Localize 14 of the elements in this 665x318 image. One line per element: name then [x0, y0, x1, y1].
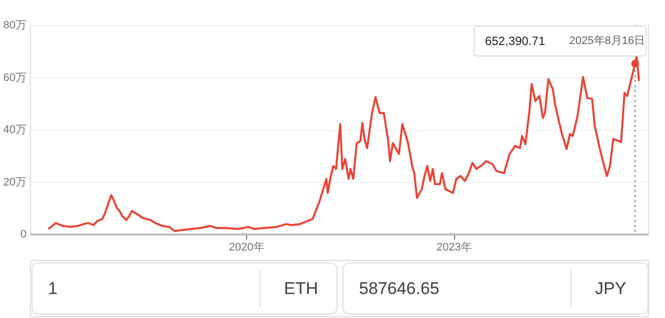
y-tick-label: 60万 [3, 72, 26, 84]
text: 587646.65 [359, 279, 440, 298]
annotation: 652,390.71 [485, 34, 546, 48]
y-tick-label: 0 [20, 228, 26, 240]
annotation: 2025年8月16日 [569, 35, 646, 47]
y-tick-label: 80万 [3, 20, 26, 32]
y-tick-label: 40万 [3, 124, 26, 136]
x-tick-label: 2023年 [436, 242, 472, 254]
text: ETH [284, 279, 318, 298]
text: 1 [48, 279, 58, 298]
line-series [47, 55, 640, 232]
x-tick-label: 2020年 [228, 242, 264, 254]
text: JPY [595, 279, 626, 298]
y-tick-label: 20万 [3, 176, 26, 188]
